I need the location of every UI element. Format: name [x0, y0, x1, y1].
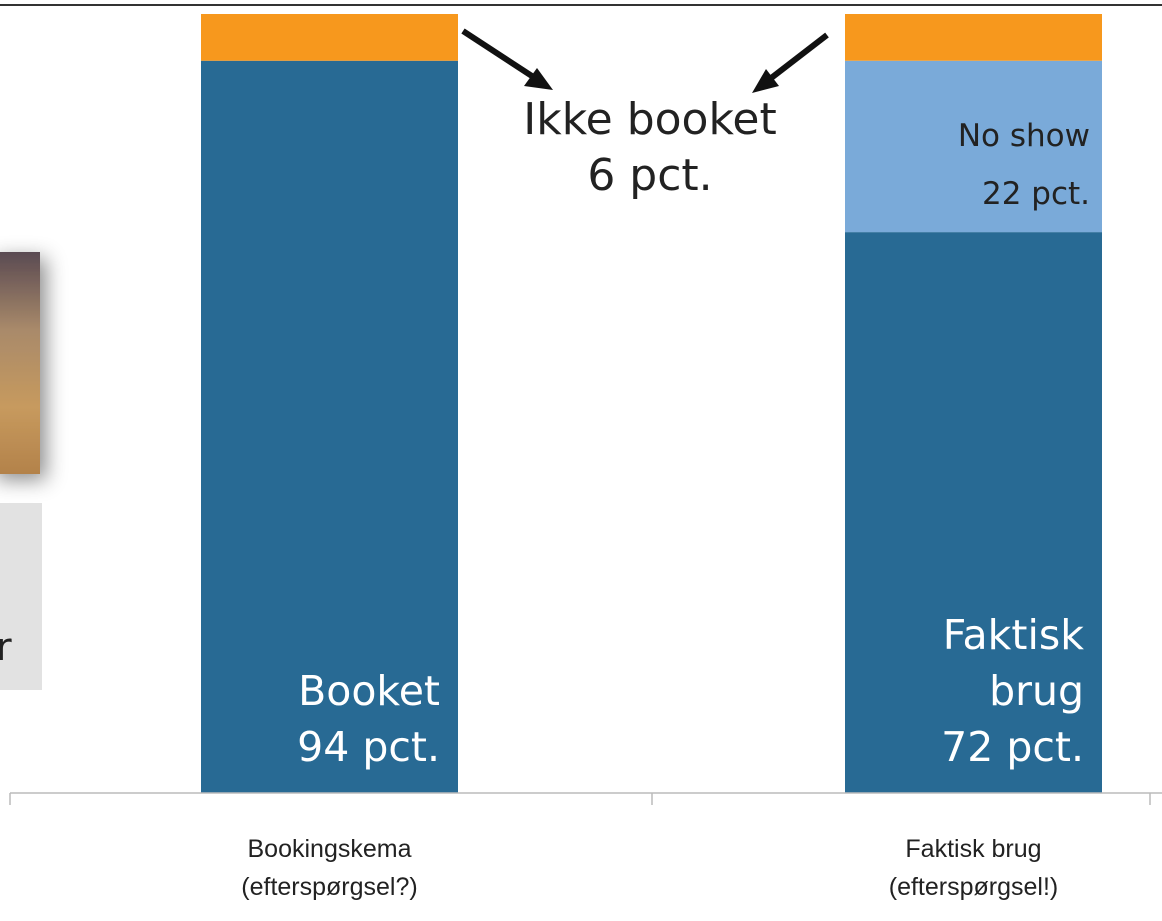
- x-tick-label: Bookingskema (efterspørgsel?): [241, 835, 418, 901]
- segment-name: No show: [957, 117, 1090, 154]
- segment-name: Booket: [298, 667, 440, 715]
- annotation-text: Ikke booket: [523, 94, 776, 145]
- segment-name: Faktisk brug: [942, 611, 1084, 715]
- segment-label: No show 22 pct.: [855, 107, 1090, 223]
- text-box-fragment: [0, 503, 42, 690]
- annotation-value: 6 pct.: [587, 150, 712, 201]
- segment-value-label: 94 pct.: [297, 723, 440, 771]
- bar-segment: [845, 60, 1102, 233]
- bar-segment: [201, 60, 458, 794]
- segment-label: Faktisk brug 72 pct.: [855, 607, 1084, 775]
- arrows: [461, 28, 829, 93]
- bar-segment: [201, 14, 458, 61]
- fragment-text: r: [0, 625, 12, 669]
- bar-segment: [845, 232, 1102, 793]
- bar-segment: [845, 14, 1102, 61]
- photo-fragment: [0, 252, 40, 474]
- x-tick-label: Faktisk brug (efterspørgsel!): [888, 835, 1059, 901]
- segment-value-label: 22 pct.: [981, 175, 1090, 212]
- segment-label: Booket 94 pct.: [211, 663, 440, 775]
- segment-value-label: 72 pct.: [941, 723, 1084, 771]
